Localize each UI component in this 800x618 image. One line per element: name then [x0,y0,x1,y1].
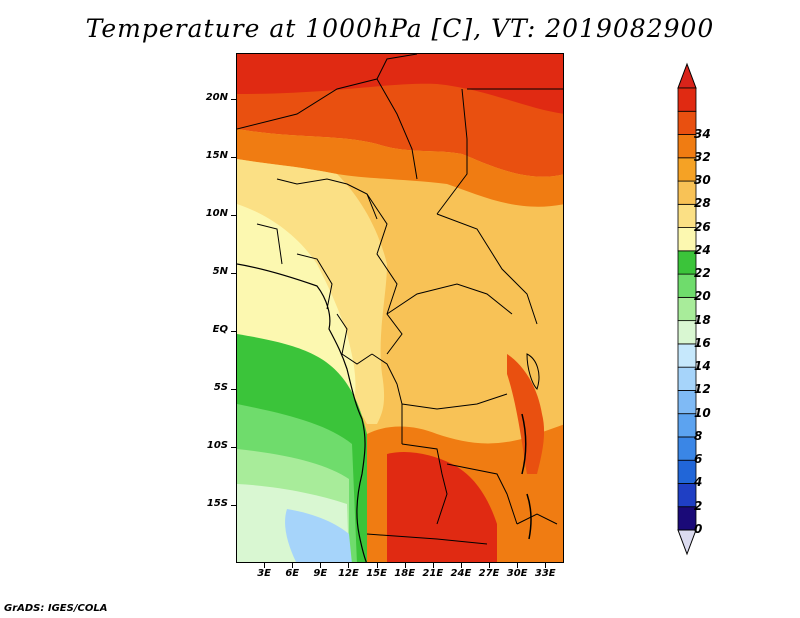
footer-credit: GrADS: IGES/COLA [4,603,108,614]
colorbar-level-label: 8 [694,428,703,443]
lake-malawi [526,493,532,540]
latitude-tick [231,215,236,217]
colorbar-level-label: 18 [694,312,711,327]
colorbar-level-label: 16 [694,335,711,350]
longitude-tick-label: 30E [506,568,528,579]
latitude-tick [231,273,236,275]
longitude-tick [545,563,547,568]
latitude-tick-label: 20N [205,92,228,104]
latitude-tick-label: 5N [212,266,228,278]
colorbar-level-label: 22 [694,266,711,281]
longitude-tick-label: 33E [534,568,556,579]
latitude-tick [231,157,236,159]
latitude-tick [231,99,236,101]
latitude-tick-label: 15N [205,150,228,162]
temperature-field-30 [237,129,563,207]
longitude-tick-label: 15E [366,568,387,579]
colorbar-level-label: 14 [694,359,711,374]
latitude-tick-label: 10S [206,440,228,452]
longitude-tick-label: 24E [450,568,472,579]
colorbar-level-label: 6 [694,452,703,467]
longitude-tick [432,563,434,568]
colorbar-level-label: 28 [694,196,711,211]
longitude-tick [264,563,266,568]
latitude-tick-label: 15S [206,498,228,510]
colorbar-over-triangle [677,62,697,89]
longitude-tick-label: 3E [257,568,271,579]
colorbar-level-label: 10 [694,405,711,420]
map-plot-area [236,53,564,563]
longitude-tick [460,563,462,568]
colorbar-level-label: 26 [694,219,711,234]
longitude-tick-label: 12E [338,568,359,579]
longitude-tick [292,563,294,568]
colorbar-level-label: 34 [694,126,711,141]
latitude-tick [231,505,236,507]
temperature-field-34 [237,54,563,114]
colorbar-level-label: 20 [694,289,711,304]
latitude-tick-label: EQ [212,324,228,336]
temperature-field-32 [507,354,545,474]
colorbar-level-label: 24 [694,242,711,257]
lake-tanganyika [521,413,527,475]
colorbar [677,62,697,556]
latitude-tick [231,331,236,333]
longitude-tick [348,563,350,568]
longitude-tick-label: 6E [285,568,300,579]
colorbar-level-label: 4 [694,475,703,490]
temperature-field-12 [285,509,352,562]
latitude-tick [231,389,236,391]
temperature-map [237,54,563,562]
longitude-tick-label: 27E [478,568,500,579]
colorbar-level-label: 12 [694,382,711,397]
latitude-tick-label: 10N [205,208,228,220]
longitude-tick [404,563,406,568]
latitude-tick [231,447,236,449]
colorbar-under-triangle [677,529,697,556]
longitude-tick-label: 21E [422,568,444,579]
colorbar-segment [677,87,697,112]
latitude-tick-label: 5S [213,382,228,394]
country-borders [237,54,563,545]
colorbar-level-label: 2 [694,498,703,513]
longitude-tick-label: 9E [313,568,328,579]
chart-title: Temperature at 1000hPa [C], VT: 20190829… [85,14,715,43]
temperature-field-34 [387,452,497,562]
longitude-tick [517,563,519,568]
longitude-tick-label: 18E [394,568,416,579]
colorbar-level-label: 32 [694,149,711,164]
longitude-tick [376,563,378,568]
coastline [237,263,367,562]
longitude-tick [320,563,322,568]
longitude-tick [489,563,491,568]
colorbar-level-label: 30 [694,173,711,188]
lake-victoria [526,353,540,390]
colorbar-level-label: 0 [694,522,703,536]
